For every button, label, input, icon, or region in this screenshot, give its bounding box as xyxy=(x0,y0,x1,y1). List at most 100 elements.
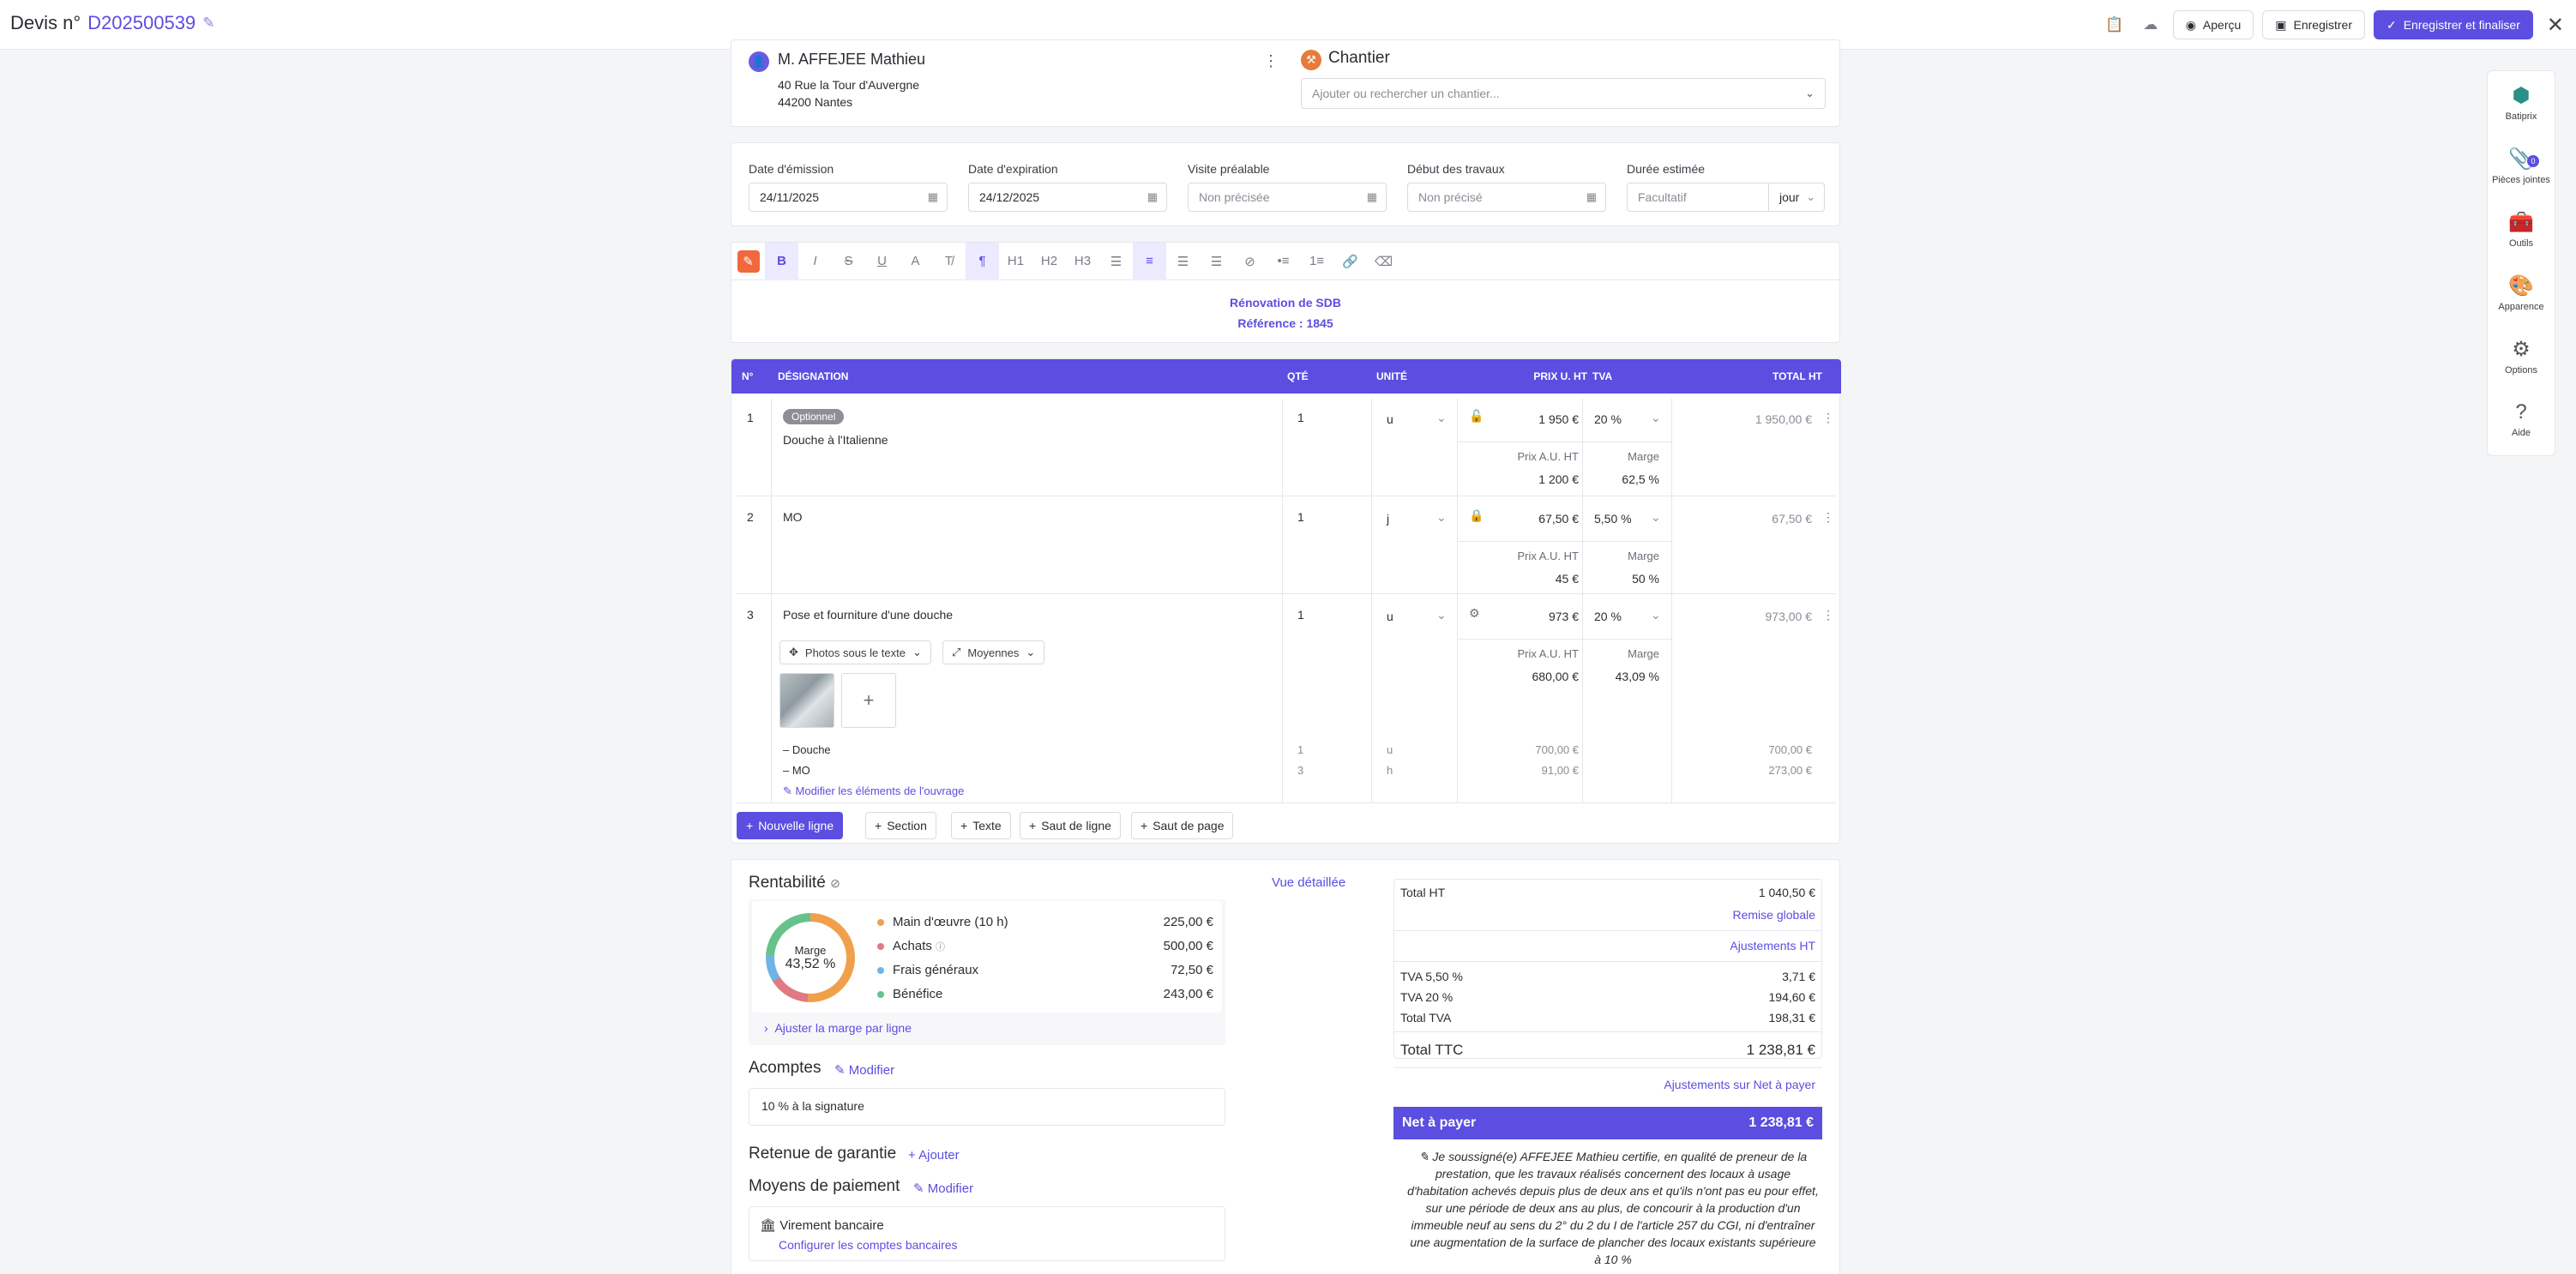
shower-photo-thumbnail[interactable] xyxy=(779,673,834,728)
underline-icon[interactable]: U xyxy=(877,254,887,268)
row-marge[interactable]: 62,5 % xyxy=(1622,472,1659,486)
heading1-icon[interactable]: H1 xyxy=(1007,254,1025,268)
chevron-down-icon[interactable]: ⌄ xyxy=(1436,411,1447,424)
numbered-list-icon[interactable]: 1≡ xyxy=(1309,254,1325,268)
eye-off-icon[interactable]: ⊘ xyxy=(830,876,840,890)
text-color-icon[interactable]: A xyxy=(911,254,920,268)
row-menu-icon[interactable]: ⋮ xyxy=(1822,411,1834,424)
table-row[interactable]: 2 MO 1 j ⌄ 🔒 67,50 € 5,50 % ⌄ 67,50 € ⋮ … xyxy=(737,496,1836,594)
row-menu-icon[interactable]: ⋮ xyxy=(1822,608,1834,622)
link-icon[interactable]: 🔗 xyxy=(1342,254,1358,269)
align-right-icon[interactable]: ☰ xyxy=(1210,254,1223,269)
cloud-icon[interactable]: ☁ xyxy=(2143,16,2158,33)
paragraph-icon[interactable]: ¶ xyxy=(966,242,999,280)
info-icon[interactable]: ⓘ xyxy=(936,942,946,952)
bullet-list-icon[interactable]: •≡ xyxy=(1277,254,1290,268)
row-designation[interactable]: Pose et fourniture d'une douche xyxy=(783,608,954,622)
row-unite[interactable]: u xyxy=(1387,610,1393,623)
row-tva[interactable]: 20 % xyxy=(1594,412,1622,426)
add-photo-button[interactable]: + xyxy=(841,673,896,728)
remise-globale-link[interactable]: Remise globale xyxy=(1393,908,1822,922)
table-row[interactable]: 3 Pose et fourniture d'une douche 1 u ⌄ … xyxy=(737,594,1836,803)
client-menu-icon[interactable]: ⋮ xyxy=(1263,52,1279,69)
edit-number-icon[interactable]: ✎ xyxy=(202,15,215,31)
close-icon[interactable]: ✕ xyxy=(2546,13,2564,37)
row-qte[interactable]: 1 xyxy=(1297,608,1304,622)
row-unite[interactable]: u xyxy=(1387,412,1393,426)
texte-button[interactable]: + Texte xyxy=(951,812,1011,839)
paiement-modify-link[interactable]: ✎ Modifier xyxy=(913,1181,973,1196)
configure-bank-link[interactable]: Configurer les comptes bancaires xyxy=(779,1238,958,1252)
strikethrough-icon[interactable]: S xyxy=(844,254,853,268)
ajust-net-link[interactable]: Ajustements sur Net à payer xyxy=(1393,1078,1822,1091)
emission-date-field[interactable]: 24/11/2025 ▦ xyxy=(749,183,948,212)
row-prix[interactable]: 1 950 € xyxy=(1538,412,1579,426)
heading3-icon[interactable]: H3 xyxy=(1074,254,1092,268)
align-justify-icon[interactable]: ☰ xyxy=(1177,254,1189,269)
align-center-icon[interactable]: ≡ xyxy=(1133,242,1166,280)
chevron-down-icon[interactable]: ⌄ xyxy=(1651,411,1661,424)
row-unite[interactable]: j xyxy=(1387,512,1390,526)
row-achat[interactable]: 1 200 € xyxy=(1538,472,1579,486)
lock-icon[interactable]: 🔒 xyxy=(1469,508,1484,522)
sidebar-item-outils[interactable]: 🧰 Outils xyxy=(2488,210,2555,249)
sidebar-item-pieces-jointes[interactable]: 📎 Pièces jointes 0 xyxy=(2488,147,2555,185)
sidebar-item-aide[interactable]: ? Aide xyxy=(2488,400,2555,438)
expiration-date-field[interactable]: 24/12/2025 ▦ xyxy=(968,183,1167,212)
chevron-down-icon[interactable]: ⌄ xyxy=(1651,608,1661,622)
retenue-add-link[interactable]: + Ajouter xyxy=(908,1148,960,1163)
photo-size-select[interactable]: ⤢ Moyennes ⌄ xyxy=(942,640,1045,664)
editor-line-1[interactable]: Rénovation de SDB xyxy=(1230,296,1341,309)
save-button[interactable]: ▣ Enregistrer xyxy=(2262,10,2365,39)
sidebar-item-batiprix[interactable]: ⬢ Batiprix xyxy=(2488,83,2555,122)
new-line-button[interactable]: + Nouvelle ligne xyxy=(737,812,844,839)
ajustements-ht-link[interactable]: Ajustements HT xyxy=(1393,939,1822,952)
clipboard-icon[interactable]: 📋 xyxy=(2105,16,2124,33)
row-prix[interactable]: 973 € xyxy=(1548,610,1579,623)
adjust-margin-link[interactable]: › Ajuster la marge par ligne xyxy=(764,1021,912,1035)
row-menu-icon[interactable]: ⋮ xyxy=(1822,510,1834,524)
clear-format-icon[interactable]: T̸ xyxy=(944,254,954,268)
italic-icon[interactable]: I xyxy=(813,254,817,268)
table-row[interactable]: 1 Optionnel Douche à l'Italienne 1 u ⌄ 🔓… xyxy=(737,399,1836,496)
duree-input[interactable]: Facultatif xyxy=(1627,183,1769,212)
bold-icon[interactable]: B xyxy=(765,242,798,280)
quote-number[interactable]: D202500539 xyxy=(87,12,196,33)
client-name[interactable]: M. AFFEJEE Mathieu xyxy=(778,51,926,68)
saut-page-button[interactable]: + Saut de page xyxy=(1131,812,1234,839)
align-left-icon[interactable]: ☰ xyxy=(1110,254,1122,269)
duree-unit-select[interactable]: jour ⌄ xyxy=(1768,183,1825,212)
photo-layout-select[interactable]: ✥ Photos sous le texte ⌄ xyxy=(779,640,931,664)
sidebar-item-apparence[interactable]: 🎨 Apparence xyxy=(2488,273,2555,312)
save-finalize-button[interactable]: ✓ Enregistrer et finaliser xyxy=(2373,10,2533,39)
chevron-down-icon[interactable]: ⌄ xyxy=(1436,510,1447,524)
sidebar-item-options[interactable]: ⚙ Options xyxy=(2488,337,2555,376)
row-marge[interactable]: 43,09 % xyxy=(1615,670,1659,683)
chantier-select[interactable]: Ajouter ou rechercher un chantier... ⌄ xyxy=(1301,78,1826,109)
chevron-down-icon[interactable]: ⌄ xyxy=(1436,608,1447,622)
row-achat[interactable]: 680,00 € xyxy=(1532,670,1580,683)
preview-button[interactable]: ◉ Aperçu xyxy=(2172,10,2254,39)
clear-align-icon[interactable]: ⊘ xyxy=(1244,254,1255,269)
row-qte[interactable]: 1 xyxy=(1297,510,1304,524)
row-achat[interactable]: 45 € xyxy=(1555,572,1579,586)
row-designation[interactable]: MO xyxy=(783,510,803,524)
row-designation[interactable]: Douche à l'Italienne xyxy=(783,433,888,447)
eraser-icon[interactable]: ⌫ xyxy=(1374,254,1393,269)
editor-line-2[interactable]: Référence : 1845 xyxy=(1237,316,1333,330)
visite-date-field[interactable]: Non précisée ▦ xyxy=(1188,183,1387,212)
acompte-item[interactable]: 10 % à la signature xyxy=(749,1088,1225,1126)
heading2-icon[interactable]: H2 xyxy=(1040,254,1058,268)
debut-date-field[interactable]: Non précisé ▦ xyxy=(1407,183,1606,212)
row-qte[interactable]: 1 xyxy=(1297,411,1304,424)
modify-ouvrage-link[interactable]: ✎ Modifier les éléments de l'ouvrage xyxy=(783,784,964,798)
saut-ligne-button[interactable]: + Saut de ligne xyxy=(1020,812,1121,839)
tva-attestation-notice[interactable]: ✎ Je soussigné(e) AFFEJEE Mathieu certif… xyxy=(1407,1148,1819,1268)
row-tva[interactable]: 5,50 % xyxy=(1594,512,1632,526)
highlight-icon[interactable]: ✎ xyxy=(731,243,765,280)
sliders-icon[interactable]: ⚙ xyxy=(1469,606,1480,620)
vue-detaillee-link[interactable]: Vue détaillée xyxy=(1272,875,1346,890)
chevron-down-icon[interactable]: ⌄ xyxy=(1651,510,1661,524)
acomptes-modify-link[interactable]: ✎ Modifier xyxy=(834,1062,894,1078)
row-tva[interactable]: 20 % xyxy=(1594,610,1622,623)
